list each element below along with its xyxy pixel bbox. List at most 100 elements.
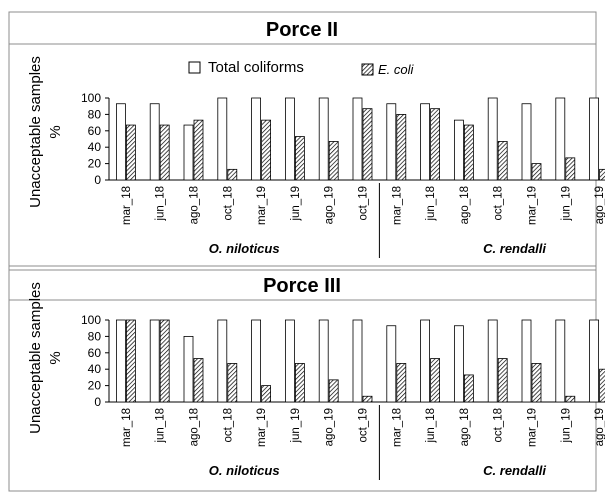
- panel2-x-tick-label: jun_19: [560, 408, 572, 444]
- panel2-bar-e-coli: [430, 358, 441, 403]
- panel1-x-tick-label: mar_18: [121, 186, 133, 225]
- panel2-bar-e-coli: [328, 379, 339, 403]
- panel1-y-tick-label: 0: [94, 173, 101, 187]
- panel1-bar-e-coli: [294, 136, 305, 181]
- panel1-bar-total-coliforms: [521, 103, 532, 181]
- legend-ecoli-label: E. coli: [378, 62, 415, 77]
- panel2-bar-total-coliforms: [251, 319, 262, 403]
- panel2-y-tick-label: 0: [94, 395, 101, 409]
- panel1-bar-total-coliforms: [149, 103, 160, 181]
- panel2-bar-e-coli: [565, 395, 576, 403]
- panel1-bar-total-coliforms: [116, 103, 126, 181]
- panel1-bar-total-coliforms: [453, 119, 464, 181]
- panel2-y-label-main: Unacceptable samples: [27, 282, 44, 434]
- panel1-bar-e-coli: [227, 168, 238, 181]
- panel2-bar-total-coliforms: [183, 335, 194, 403]
- panel1-bar-total-coliforms: [420, 103, 431, 181]
- panel2-bar-e-coli: [159, 319, 170, 403]
- panel1-bar-total-coliforms: [284, 97, 295, 181]
- panel1-x-tick-label: oct_19: [358, 186, 370, 221]
- panel1-y-tick-label: 40: [88, 140, 102, 154]
- panel2-group-label: O. niloticus: [209, 463, 280, 478]
- panel1-bar-total-coliforms: [318, 97, 329, 181]
- panel2-bar-e-coli: [531, 363, 542, 403]
- panel1-x-tick-label: ago_18: [189, 186, 201, 224]
- panel2-bar-total-coliforms: [555, 319, 566, 403]
- panel1-bar-e-coli: [396, 114, 407, 181]
- panel1-bar-total-coliforms: [217, 97, 228, 181]
- panel2-x-tick-label: mar_19: [256, 408, 268, 447]
- panel1-group-label: O. niloticus: [209, 241, 280, 256]
- panel2-bar-e-coli: [497, 358, 508, 403]
- panel1-y-tick-label: 100: [81, 91, 101, 105]
- panel2-bar-e-coli: [396, 363, 407, 403]
- panel2-bar-e-coli: [193, 358, 204, 403]
- panel1-x-tick-label: jun_19: [290, 186, 302, 222]
- panel2-bar-e-coli: [261, 385, 272, 403]
- legend-ecoli-swatch: [361, 63, 374, 76]
- panel2-bar-total-coliforms: [149, 319, 160, 403]
- panel1-y-tick-label: 20: [88, 157, 102, 171]
- panel1-bar-total-coliforms: [555, 97, 566, 181]
- panel1-bar-e-coli: [126, 124, 136, 181]
- panel2-y-tick-label: 60: [88, 346, 102, 360]
- panel2-x-tick-label: ago_19: [324, 408, 336, 446]
- panel2-x-tick-label: ago_18: [459, 408, 471, 446]
- panel2-bar-e-coli: [126, 319, 136, 403]
- panel2-bar-e-coli: [362, 395, 373, 403]
- panel2-bar-total-coliforms: [116, 319, 126, 403]
- panel1-x-tick-label: ago_19: [324, 186, 336, 224]
- legend: Total coliforms E. coli: [188, 59, 415, 77]
- panel1-x-tick-label: mar_19: [527, 186, 539, 225]
- panel2-bar-total-coliforms: [217, 319, 228, 403]
- panel2-x-tick-label: ago_19: [594, 408, 605, 446]
- panel2-x-tick-label: oct_19: [358, 408, 370, 443]
- panel2-bar-total-coliforms: [420, 319, 431, 403]
- panel1-bar-e-coli: [565, 157, 576, 181]
- panel2-y-label-unit: %: [47, 351, 64, 364]
- panel2-bar-total-coliforms: [521, 319, 532, 403]
- panel2-x-tick-label: oct_18: [493, 408, 505, 443]
- panel2-bar-total-coliforms: [318, 319, 329, 403]
- panel1-plot: 0 20 40 60 80 100 mar_18 jun_18 ago_18 oct_18 mar_…: [81, 91, 605, 258]
- panel2-x-tick-label: mar_19: [527, 408, 539, 447]
- panel2-bar-e-coli: [227, 363, 238, 403]
- panel1-bar-e-coli: [599, 168, 605, 181]
- panel1-bar-e-coli: [328, 141, 339, 181]
- panel2-bar-e-coli: [599, 368, 605, 403]
- panel1-bar-total-coliforms: [251, 97, 262, 181]
- panel1-bar-e-coli: [159, 124, 170, 181]
- legend-total-label: Total coliforms: [208, 59, 304, 76]
- panel1-y-label: Unacceptable samples %: [27, 56, 64, 208]
- panel2-bar-total-coliforms: [453, 325, 464, 403]
- panel2-y-label: Unacceptable samples %: [27, 282, 64, 434]
- panel1-bar-total-coliforms: [352, 97, 363, 181]
- panel1-bar-e-coli: [261, 119, 272, 181]
- panel1-x-tick-label: ago_18: [459, 186, 471, 224]
- panel1-y-tick-label: 80: [88, 107, 102, 121]
- panel2-bar-total-coliforms: [284, 319, 295, 403]
- figure-frame: [8, 11, 597, 492]
- panel1-y-label-main: Unacceptable samples: [27, 56, 44, 208]
- panel2-y-tick-label: 80: [88, 329, 102, 343]
- panel1-bar-e-coli: [463, 124, 474, 181]
- panel2-x-tick-label: oct_18: [222, 408, 234, 443]
- panel1-bar-e-coli: [497, 141, 508, 181]
- panel1-bar-total-coliforms: [589, 97, 599, 181]
- panel1-bar-e-coli: [430, 108, 441, 181]
- legend-total-swatch: [188, 61, 201, 74]
- panel1-bar-total-coliforms: [183, 124, 194, 181]
- panel1-title: Porce II: [266, 19, 338, 41]
- panel2-bar-total-coliforms: [386, 325, 397, 403]
- panel1-bar-total-coliforms: [487, 97, 498, 181]
- panel1-x-tick-label: ago_19: [594, 186, 605, 224]
- panel2-x-tick-label: mar_18: [391, 408, 403, 447]
- panel1-group-label: C. rendalli: [483, 241, 546, 256]
- panel1-x-tick-label: oct_18: [493, 186, 505, 221]
- panel1-x-tick-label: mar_19: [256, 186, 268, 225]
- panel2-bar-e-coli: [463, 374, 474, 403]
- panel2-x-tick-label: mar_18: [121, 408, 133, 447]
- panel1-x-tick-label: jun_18: [155, 186, 167, 222]
- panel2-y-tick-label: 20: [88, 379, 102, 393]
